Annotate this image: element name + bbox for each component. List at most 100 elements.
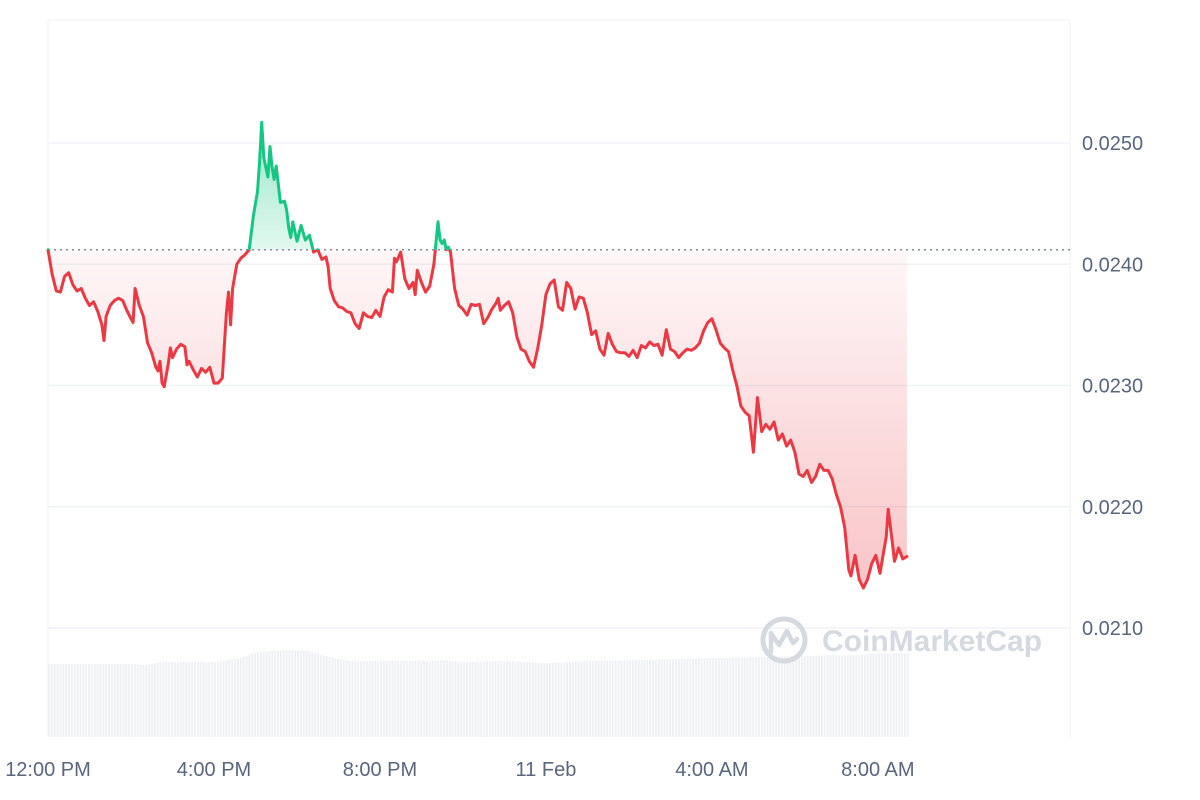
volume-bar [411,661,414,737]
volume-bar [623,660,626,737]
volume-bar [697,658,700,737]
volume-bar [726,657,729,737]
volume-bar [637,659,640,737]
volume-bar [110,664,113,737]
volume-bar [823,655,826,737]
volume-bar [806,655,809,737]
volume-bar [397,661,400,737]
volume-bar [557,662,560,737]
volume-bar [626,660,629,737]
volume-bar [314,653,317,737]
volume-bar [434,660,437,737]
volume-bar [145,664,148,737]
volume-bar [649,659,652,737]
volume-bar [640,659,643,737]
volume-bar [108,664,110,737]
volume-bar [79,664,82,737]
volume-bar [612,660,614,737]
volume-bar [488,661,491,737]
volume-bar [73,664,76,737]
volume-bar [222,660,225,737]
volume-bar [849,655,852,737]
volume-bar [319,654,322,737]
volume-bar [279,650,282,737]
volume-bar [717,658,720,737]
volume-bar [861,654,863,737]
volume-bar [803,656,806,737]
volume-bar [549,662,551,737]
volume-bar [348,660,351,737]
volume-bar [90,664,93,737]
volume-bar [259,651,262,737]
volume-bar [594,660,597,737]
volume-bar [732,657,735,737]
volume-bar [59,664,62,737]
volume-bar [480,661,483,737]
price-line-down [46,249,909,590]
volume-bar [878,653,881,737]
volume-bar [417,661,420,737]
volume-bar [414,661,417,737]
volume-bar [746,657,749,737]
volume-bar [491,661,494,737]
volume-bar [291,650,294,737]
volume-bar [454,661,457,737]
volume-bar [500,661,503,737]
x-tick-label: 4:00 PM [177,759,251,781]
volume-bar [294,650,297,737]
volume-bar [603,660,606,737]
volume-bar [208,662,211,737]
volume-bar [769,656,772,737]
volume-bar [297,650,299,737]
volume-bar [841,655,843,737]
volume-bar [405,661,408,737]
volume-bar [88,664,90,737]
volume-bar [365,661,368,737]
volume-bar [898,653,901,737]
volume-bar [818,655,821,737]
volume-bar [199,662,202,737]
volume-bar [440,660,443,737]
volume-bar [729,657,732,737]
volume-bar [695,658,697,737]
volume-bar [234,658,236,737]
volume-bar [904,653,906,737]
area-fill-above-baseline [249,122,450,250]
volume-bar [148,664,151,737]
volume-bars [48,650,909,737]
volume-bar [672,659,675,737]
volume-bar [196,662,199,737]
volume-bar [308,651,311,737]
volume-bar [483,661,486,737]
volume-bar [715,658,717,737]
volume-bar [666,659,669,737]
volume-bar [128,664,131,737]
volume-bar [520,661,523,737]
volume-bar [617,660,620,737]
volume-bar [445,660,448,737]
volume-bar [778,656,780,737]
volume-bar [629,660,632,737]
volume-bar [657,659,660,737]
volume-bar [846,655,849,737]
volume-bar [526,662,528,737]
volume-bar [783,656,786,737]
volume-bar [76,664,79,737]
volume-bar [798,656,800,737]
volume-bar [466,661,468,737]
volume-bar [586,661,589,737]
volume-bar [866,654,869,737]
volume-bar [906,653,909,737]
watermark-text: CoinMarketCap [822,625,1042,658]
volume-bar [142,664,145,737]
watermark-logo: CoinMarketCap [760,616,1042,664]
volume-bar [282,650,285,737]
volume-bar [119,664,122,737]
volume-bar [460,661,463,737]
volume-bar [299,650,302,737]
volume-bar [517,661,520,737]
volume-bar [600,660,603,737]
volume-bar [634,659,637,737]
volume-bar [245,655,248,737]
